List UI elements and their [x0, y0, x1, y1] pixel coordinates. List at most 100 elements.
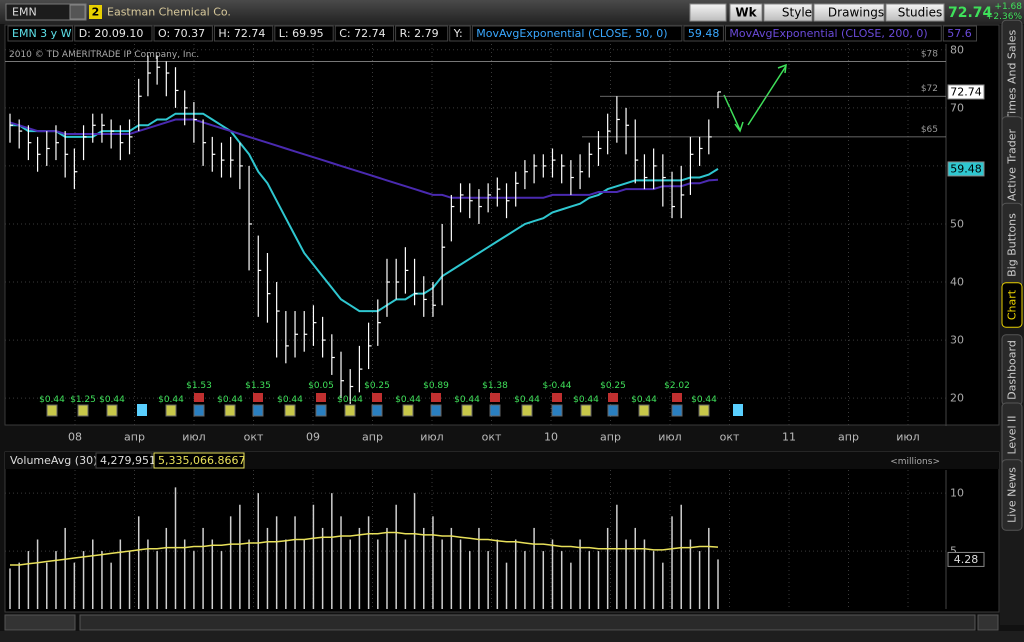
badge-box — [89, 5, 102, 19]
event-icon[interactable] — [77, 404, 89, 417]
side-tab[interactable]: Big Buttons — [1001, 202, 1023, 288]
event-icon[interactable] — [430, 404, 442, 417]
event-label: $1.25 — [70, 395, 96, 405]
y-tick-label: 80 — [950, 43, 964, 56]
button-label: Drawings — [828, 6, 884, 20]
side-tab[interactable]: Active Trader — [1001, 116, 1023, 214]
x-tick-label: апр — [600, 431, 621, 444]
company-name: Eastman Chemical Co. — [107, 6, 231, 19]
moving-average — [10, 112, 719, 313]
x-tick-label: июл — [896, 431, 919, 444]
zoom-controls[interactable] — [4, 614, 76, 631]
drawings-button[interactable] — [813, 3, 885, 22]
x-tick-label: 08 — [68, 431, 82, 444]
event-icon[interactable] — [371, 404, 383, 417]
event-icon[interactable] — [521, 404, 533, 417]
event-icon[interactable] — [461, 404, 473, 417]
volume-panel — [4, 451, 1000, 613]
event-icon[interactable] — [638, 404, 650, 417]
event-label: $0.44 — [217, 395, 243, 405]
info-cell — [7, 25, 74, 42]
info-text: D: 20.09.10 — [79, 27, 144, 40]
info-text: R: 2.79 — [400, 27, 439, 40]
copyright: 2010 © TD AMERITRADE IP Company, Inc. — [9, 50, 199, 60]
event-icon — [552, 393, 562, 402]
symbol-dropdown[interactable] — [69, 4, 86, 20]
event-icon[interactable] — [733, 404, 743, 416]
volume-title: VolumeAvg (30) — [10, 454, 97, 467]
event-label: $0.44 — [631, 395, 657, 405]
event-icon[interactable] — [607, 404, 619, 417]
studies-button[interactable] — [885, 3, 945, 22]
event-label: $0.44 — [337, 395, 363, 405]
symbol-box[interactable] — [5, 3, 87, 21]
event-label: $0.25 — [600, 381, 626, 391]
arrowhead — [777, 63, 787, 74]
info-cell — [274, 25, 334, 42]
event-icon[interactable] — [252, 404, 264, 417]
info-text: H: 72.74 — [218, 27, 265, 40]
tab-group: Times And Sales Active Trader Big Buttons C… — [1001, 19, 1023, 531]
info-cell — [153, 452, 245, 469]
tab-background — [1001, 459, 1023, 531]
event-icon[interactable] — [698, 404, 710, 417]
event-icon[interactable] — [137, 404, 147, 416]
event-icon[interactable] — [106, 404, 118, 417]
info-cell — [942, 25, 977, 42]
side-tab[interactable]: Times And Sales — [1001, 19, 1023, 131]
x-tick-label: апр — [124, 431, 145, 444]
moving-average — [9, 118, 719, 199]
last-price-label-box — [947, 84, 985, 100]
event-icon[interactable] — [46, 404, 58, 417]
event-icon[interactable] — [402, 404, 414, 417]
event-icon — [372, 393, 382, 402]
side-tab[interactable]: Live News — [1001, 459, 1023, 531]
scroll-right[interactable] — [977, 614, 999, 631]
style-button[interactable] — [763, 3, 813, 22]
status-bar — [0, 631, 1024, 642]
level-label: $72 — [921, 84, 938, 94]
event-icon[interactable] — [284, 404, 296, 417]
event-label: $0.44 — [691, 395, 717, 405]
event-icon[interactable] — [344, 404, 356, 417]
event-icon[interactable] — [671, 404, 683, 417]
price-panel — [4, 24, 1000, 426]
side-tab[interactable]: Chart — [1001, 282, 1023, 328]
drawing-arrow — [747, 65, 787, 126]
period-button[interactable] — [729, 3, 763, 22]
event-icon[interactable] — [580, 404, 592, 417]
event-icon — [194, 393, 204, 402]
side-tab[interactable]: Level II — [1001, 402, 1023, 468]
y-tick-label: 70 — [950, 101, 964, 114]
x-tick-label: 11 — [782, 431, 796, 444]
event-label: $1.38 — [482, 381, 508, 391]
event-icon[interactable] — [165, 404, 177, 417]
event-icon[interactable] — [551, 404, 563, 417]
y-tick-label: 20 — [950, 392, 964, 405]
last-price-label: 72.74 — [950, 85, 982, 98]
x-tick-label: июл — [420, 431, 443, 444]
info-text: MovAvgExponential (CLOSE, 50, 0) — [476, 27, 667, 40]
drawing-arrow — [723, 94, 741, 131]
side-tab[interactable]: Dashboard — [1001, 334, 1023, 406]
y-tick-label: 10 — [950, 487, 964, 500]
event-icon[interactable] — [315, 404, 327, 417]
volume-value: 4,279,951 — [100, 454, 156, 467]
tool-button[interactable] — [689, 3, 727, 22]
info-text: O: 70.37 — [158, 27, 205, 40]
event-icon — [431, 393, 441, 402]
scrollbar[interactable] — [79, 614, 976, 631]
event-icon[interactable] — [489, 404, 501, 417]
x-tick-label: апр — [362, 431, 383, 444]
info-cell — [683, 25, 724, 42]
event-icon[interactable] — [193, 404, 205, 417]
event-icon[interactable] — [224, 404, 236, 417]
info-cell — [395, 25, 449, 42]
info-text: EMN 3 y W — [12, 27, 72, 40]
info-cell — [724, 25, 942, 42]
event-icon — [490, 393, 500, 402]
event-icon — [608, 393, 618, 402]
x-tick-label: окт — [244, 431, 264, 444]
tab-label: Chart — [1006, 289, 1019, 320]
